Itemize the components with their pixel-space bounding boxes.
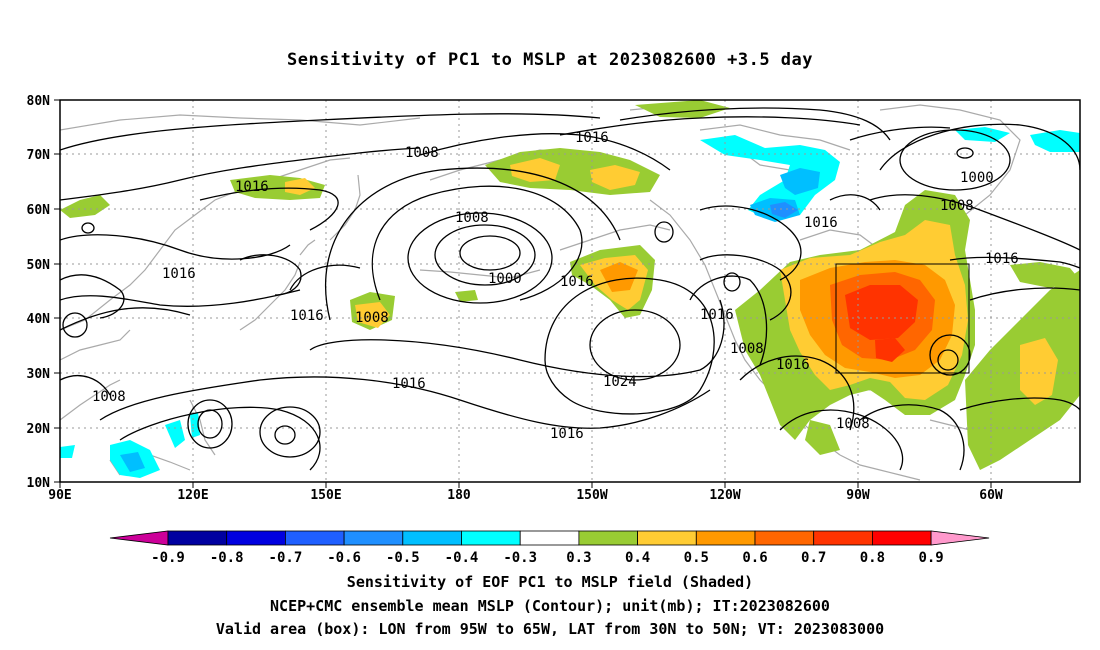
contour-label: 1008 xyxy=(355,310,389,326)
contour-label: 1016 xyxy=(392,376,426,392)
contour-label: 1016 xyxy=(550,426,584,442)
lat-label: 40N xyxy=(27,312,51,327)
colorbar-tick-label: 0.9 xyxy=(918,550,943,566)
colorbar-tick-label: 0.8 xyxy=(860,550,885,566)
colorbar-tick-label: 0.5 xyxy=(684,550,709,566)
contour-label: 1008 xyxy=(836,416,870,432)
contour-label: 1008 xyxy=(92,389,126,405)
graticule xyxy=(60,100,1080,482)
lat-label: 20N xyxy=(27,422,51,437)
colorbar-segment xyxy=(343,530,404,546)
colorbar-segment xyxy=(695,530,756,546)
lon-labels: 90E 120E 150E 180 150W 120W 90W 60W xyxy=(48,488,1003,503)
lat-label: 80N xyxy=(27,94,51,109)
caption-valid-area: Valid area (box): LON from 95W to 65W, L… xyxy=(215,620,885,638)
lon-label: 150E xyxy=(310,488,341,503)
colorbar-segment xyxy=(402,530,462,546)
contour-label: 1016 xyxy=(162,266,196,282)
colorbar-over-arrow xyxy=(930,530,990,546)
map-title: Sensitivity of PC1 to MSLP at 2023082600… xyxy=(286,50,813,70)
contour-label: 1016 xyxy=(290,308,324,324)
svg-text:1016: 1016 xyxy=(804,215,838,231)
lon-label: 180 xyxy=(447,488,471,503)
colorbar-tick-label: -0.8 xyxy=(210,550,244,566)
colorbar-tick-label: -0.7 xyxy=(269,550,303,566)
colorbar-segment xyxy=(637,530,697,546)
colorbar-tick-label: 0.6 xyxy=(742,550,767,566)
lon-label: 90W xyxy=(846,488,870,503)
colorbar-segment xyxy=(872,530,932,546)
colorbar-under-arrow xyxy=(109,530,169,546)
lat-label: 50N xyxy=(27,258,51,273)
colorbar-tick-label: 0.3 xyxy=(566,550,591,566)
lat-label: 30N xyxy=(27,367,51,382)
colorbar: -0.9 -0.8 -0.7 -0.6 -0.5 -0.4 -0.3 0.3 0.4 0.5 0.6… xyxy=(109,530,990,566)
contour-label: 1008 xyxy=(455,210,489,226)
colorbar-tick-label: -0.5 xyxy=(386,550,420,566)
colorbar-segment xyxy=(813,530,873,546)
colorbar-segment xyxy=(519,530,580,546)
contour-labels: 1016 1008 1000 1016 1008 1016 1008 1000 … xyxy=(92,130,994,442)
colorbar-segment xyxy=(226,530,286,546)
contour-label: 1016 xyxy=(560,274,594,290)
contour-label: 1000 xyxy=(488,271,522,287)
tick-marks xyxy=(54,99,992,488)
colorbar-tick-label: -0.4 xyxy=(445,550,479,566)
lon-label: 150W xyxy=(576,488,607,503)
lat-label: 70N xyxy=(27,148,51,163)
contour-label: 1016 xyxy=(700,307,734,323)
lat-label: 10N xyxy=(27,476,51,491)
sensitivity-shading xyxy=(60,100,1080,478)
colorbar-tick-label: -0.6 xyxy=(327,550,361,566)
svg-text:1016: 1016 xyxy=(985,251,1019,267)
contour-label: 1024 xyxy=(603,374,637,390)
colorbar-segment xyxy=(578,530,639,546)
colorbar-tick-label: -0.9 xyxy=(151,550,185,566)
colorbar-segment xyxy=(167,530,228,546)
contour-label: 1016 xyxy=(235,179,269,195)
lat-label: 60N xyxy=(27,203,51,218)
contour-label: 1016 xyxy=(776,357,810,373)
lon-label: 120E xyxy=(177,488,208,503)
colorbar-segment xyxy=(754,530,815,546)
contour-label: 1000 xyxy=(960,170,994,186)
colorbar-tick-label: 0.7 xyxy=(801,550,826,566)
contour-label: 1008 xyxy=(405,145,439,161)
caption-contour: NCEP+CMC ensemble mean MSLP (Contour); u… xyxy=(270,597,830,615)
colorbar-tick-label: 0.4 xyxy=(625,550,650,566)
contour-labels-extra: 1016 1016 xyxy=(804,215,1019,267)
mslp-contours xyxy=(60,107,1080,471)
caption-shading: Sensitivity of EOF PC1 to MSLP field (Sh… xyxy=(346,573,754,591)
colorbar-segment xyxy=(284,530,345,546)
colorbar-segment xyxy=(461,530,521,546)
lat-labels: 80N 70N 60N 50N 40N 30N 20N 10N xyxy=(27,94,51,491)
lon-label: 120W xyxy=(709,488,740,503)
contour-label: 1008 xyxy=(940,198,974,214)
contour-label: 1008 xyxy=(730,341,764,357)
plot-frame xyxy=(59,99,1081,483)
valid-area-box xyxy=(835,263,970,374)
lon-label: 60W xyxy=(979,488,1003,503)
lon-label: 90E xyxy=(48,488,71,503)
contour-label: 1016 xyxy=(575,130,609,146)
colorbar-tick-label: -0.3 xyxy=(503,550,537,566)
